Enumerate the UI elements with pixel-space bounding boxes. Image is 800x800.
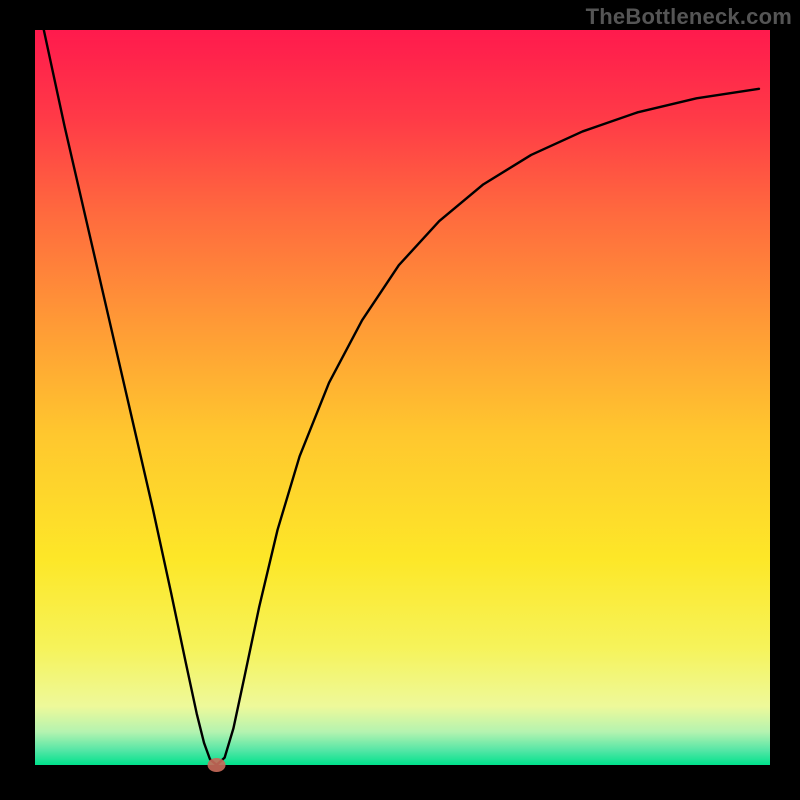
chart-container: TheBottleneck.com	[0, 0, 800, 800]
bottleneck-chart	[0, 0, 800, 800]
minimum-marker	[208, 758, 226, 772]
plot-background	[35, 30, 770, 765]
watermark-text: TheBottleneck.com	[586, 4, 792, 30]
